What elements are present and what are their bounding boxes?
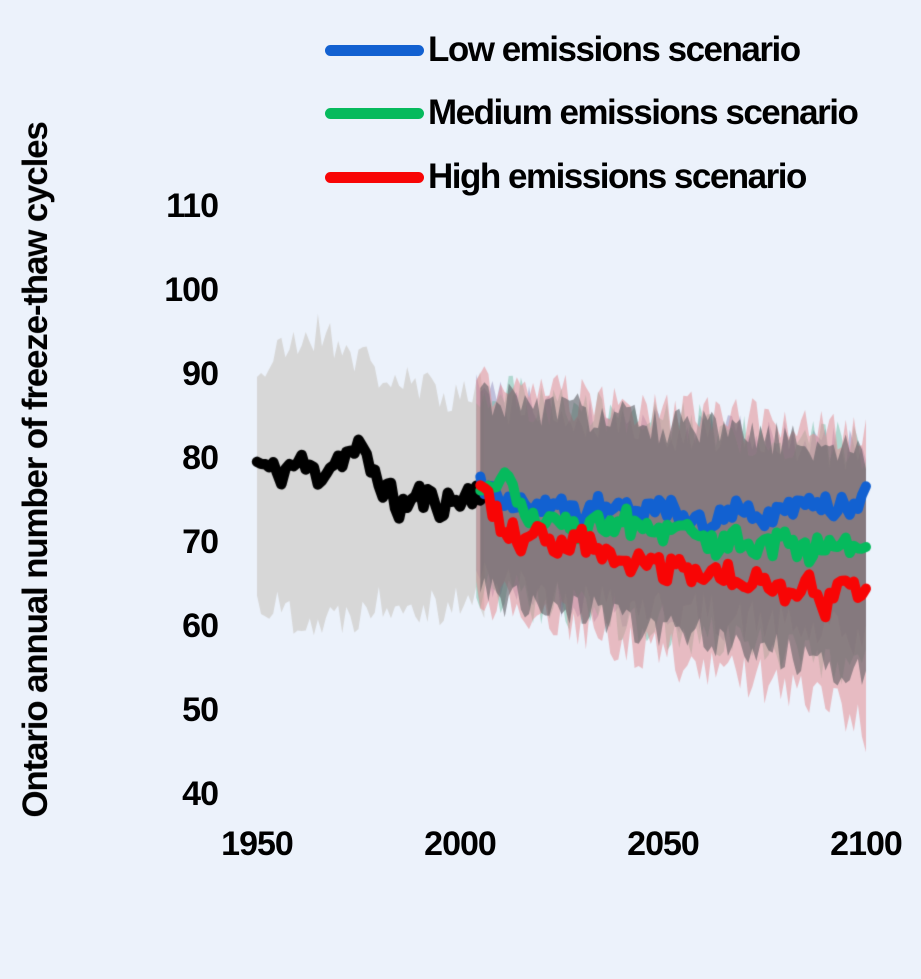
legend-label-low-emissions: Low emissions scenario (428, 30, 801, 69)
legend-item-medium-emissions: Medium emissions scenario (325, 92, 859, 134)
y-tick-100: 100 (164, 271, 219, 309)
y-tick-90: 90 (182, 355, 219, 393)
x-tick-1950: 1950 (221, 825, 294, 863)
legend-label-medium-emissions: Medium emissions scenario (428, 93, 859, 132)
y-tick-70: 70 (182, 523, 219, 561)
y-tick-80: 80 (182, 439, 219, 477)
y-tick-60: 60 (182, 607, 219, 645)
legend-line-low-emissions (325, 44, 424, 56)
x-tick-2050: 2050 (627, 825, 700, 863)
legend-line-high-emissions (325, 171, 424, 183)
legend-item-low-emissions: Low emissions scenario (325, 29, 801, 71)
legend-label-high-emissions: High emissions scenario (428, 157, 807, 196)
legend-line-medium-emissions (325, 107, 424, 119)
x-tick-2100: 2100 (830, 825, 903, 863)
x-tick-2000: 2000 (424, 825, 497, 863)
y-tick-50: 50 (182, 691, 219, 729)
y-tick-110: 110 (166, 187, 219, 225)
y-tick-40: 40 (182, 775, 219, 813)
legend-item-high-emissions: High emissions scenario (325, 156, 807, 198)
